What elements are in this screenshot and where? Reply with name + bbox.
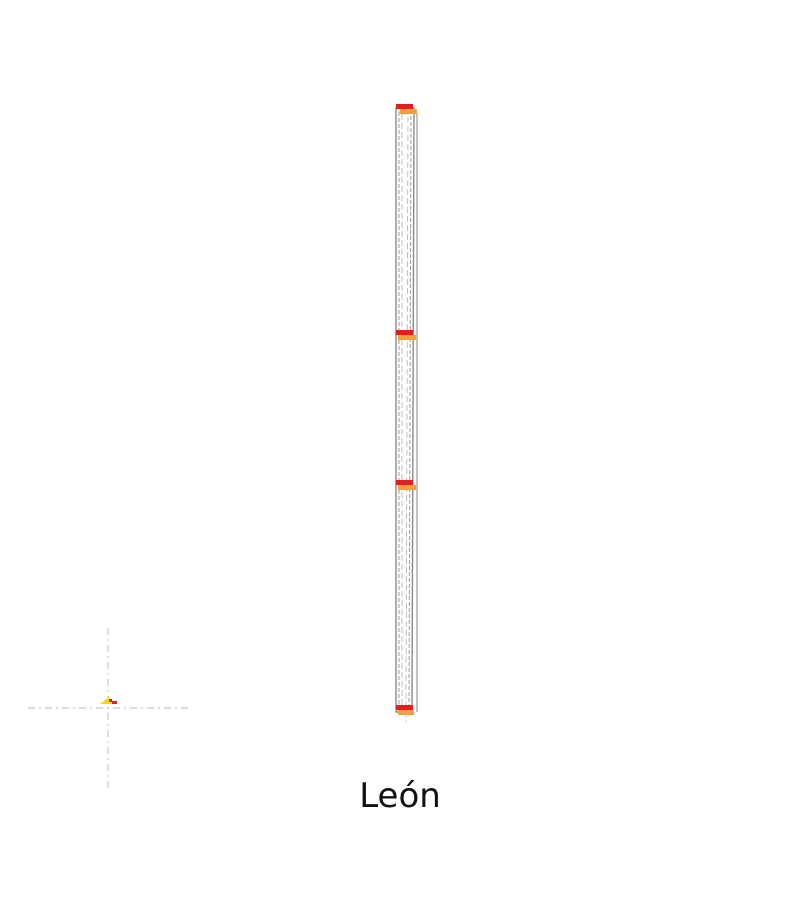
segment-marker-top	[396, 104, 417, 114]
column-outline	[395, 107, 418, 713]
segment-marker-bottom	[396, 705, 414, 722]
yellow-wedge-icon	[100, 697, 117, 704]
city-caption: León	[359, 776, 441, 816]
segment-marker-lower-middle	[396, 480, 416, 490]
segment-marker-upper-middle	[396, 330, 416, 340]
crosshair-icon	[28, 628, 190, 790]
